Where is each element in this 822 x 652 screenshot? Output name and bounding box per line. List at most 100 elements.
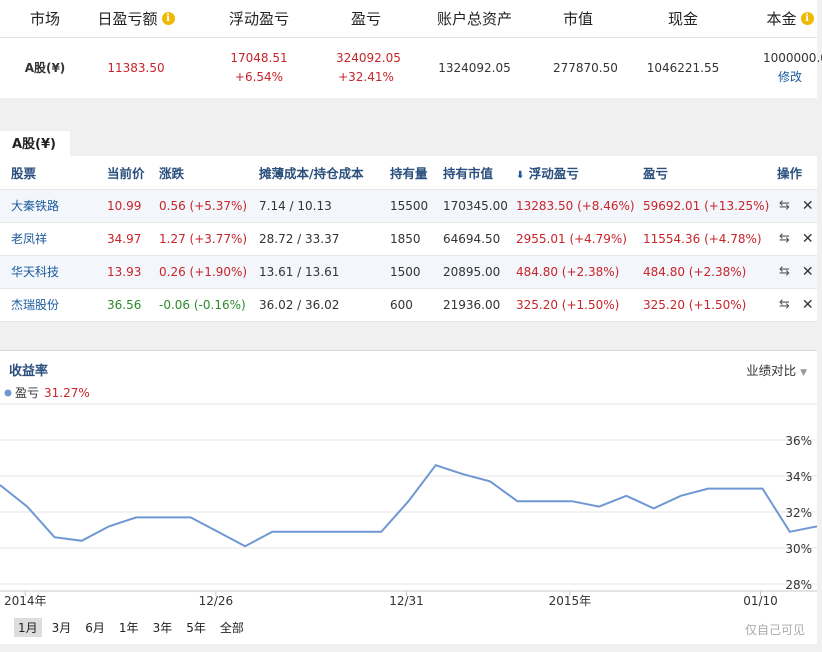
daily-pl-value: 11383.50 [107,60,165,75]
y-tick-label: 34% [785,470,812,484]
header-cash: 现金 [603,8,763,29]
qty-cell: 1500 [379,255,432,289]
summary-value-row: A股(¥) 11383.50 17048.51 +6.54% 324092.05… [0,38,822,98]
info-icon[interactable]: i [161,12,175,25]
qty-cell: 15500 [379,189,432,223]
value-cell: 20895.00 [432,255,505,289]
col-float-pl-label: 浮动盈亏 [528,165,579,181]
stock-name-cell[interactable]: 杰瑞股份 [0,288,96,322]
table-row[interactable]: 杰瑞股份 36.56 -0.06 (-0.16%) 36.02 / 36.02 600 2… [0,288,817,322]
transfer-icon[interactable]: ⇆ [779,264,790,279]
x-tick-label: 12/31 [389,594,424,608]
compare-label: 业绩对比 [746,363,797,378]
stock-name-cell[interactable]: 华天科技 [0,255,96,289]
close-icon[interactable]: ✕ [801,197,814,214]
header-float-pl-label: 浮动盈亏 [228,10,289,28]
y-tick-label: 30% [785,542,812,556]
col-change[interactable]: 涨跌 [148,156,248,190]
range-selector: 1月 3月 6月 1年 3年 5年 全部 [14,618,248,637]
stock-name-cell[interactable]: 大秦铁路 [0,189,96,223]
ops-group: ⇆ ✕ [777,231,817,247]
market-value-amount: 277870.50 [553,60,618,75]
float-pl-cell: 484.80 (+2.38%) [505,255,632,289]
range-button[interactable]: 6月 [85,621,105,635]
privacy-label: 仅自己可见 [744,623,805,637]
pl-cell: 11554.36 (+4.78%) [632,222,766,256]
total-pl-pct: +32.41% [338,70,394,84]
cash-value: 1046221.55 [646,60,720,75]
value-cell: 170345.00 [432,189,508,223]
return-chart: 盈亏 31.27% 28% 30% 32% 34% 36% 2014年 12/26 12/31 20… [0,386,817,608]
header-daily-pl: 日盈亏额 i [90,8,182,29]
price-cell: 13.93 [96,255,148,289]
table-row[interactable]: 大秦铁路 10.99 0.56 (+5.37%) 7.14 / 10.13 15500 1… [0,189,817,223]
range-button[interactable]: 3年 [152,621,173,635]
holdings-table-panel: 股票 当前价 涨跌 摊薄成本/持仓成本 持有量 持有市值 ⬇ 浮动盈亏 盈亏 操… [0,156,817,322]
change-cell: 0.26 (+1.90%) [148,255,248,289]
col-stock[interactable]: 股票 [0,156,96,190]
stock-name-cell[interactable]: 老凤祥 [0,222,96,256]
change-cell: -0.06 (-0.16%) [148,288,248,322]
col-price[interactable]: 当前价 [96,156,148,190]
cost-cell: 7.14 / 10.13 [248,189,379,223]
ops-cell: ⇆ ✕ [766,189,817,223]
col-float-pl[interactable]: ⬇ 浮动盈亏 [505,156,632,190]
x-tick-label: 01/10 [743,594,778,608]
range-button[interactable]: 全部 [219,621,244,635]
table-row[interactable]: 老凤祥 34.97 1.27 (+3.77%) 28.72 / 33.37 1850 64… [0,222,817,256]
pl-cell: 484.80 (+2.38%) [632,255,766,289]
edit-principal-link[interactable]: 修改 [777,70,802,84]
float-pl-cell: 17048.51 +6.54% [182,49,336,87]
header-total-pl-label: 盈亏 [350,10,381,28]
total-pl-cell: 324092.05 +32.41% [336,49,401,87]
return-chart-panel: 盈亏 31.27% 28% 30% 32% 34% 36% 2014年 12/26 12/31 20… [0,350,817,644]
cost-cell: 13.61 / 13.61 [248,255,379,289]
holdings-header-row: 股票 当前价 涨跌 摊薄成本/持仓成本 持有量 持有市值 ⬇ 浮动盈亏 盈亏 操… [0,156,817,190]
transfer-icon[interactable]: ⇆ [779,231,790,246]
header-principal: 本金 i [763,8,817,29]
y-tick-label: 32% [785,506,812,520]
range-button[interactable]: 3月 [51,621,72,635]
col-pl[interactable]: 盈亏 [632,156,766,190]
pl-cell: 59692.01 (+13.25%) [632,189,769,223]
change-cell: 1.27 (+3.77%) [148,222,248,256]
header-market-value-label: 市值 [562,10,593,28]
header-market-value: 市值 [553,8,603,29]
close-icon[interactable]: ✕ [801,230,814,247]
market-value: A股(¥) [24,60,66,75]
info-icon[interactable]: i [800,12,814,25]
qty-cell: 1850 [379,222,432,256]
col-qty[interactable]: 持有量 [379,156,432,190]
ops-cell: ⇆ ✕ [766,255,817,289]
change-cell: 0.56 (+5.37%) [148,189,248,223]
ops-cell: ⇆ ✕ [766,288,817,322]
sort-down-icon: ⬇ [516,169,525,181]
header-total-assets: 账户总资产 [396,8,553,29]
close-icon[interactable]: ✕ [801,263,814,280]
summary-header-row: 市场 日盈亏额 i 浮动盈亏 盈亏 账户总资产 市值 现金 本金 i [0,0,817,38]
compare-dropdown[interactable]: 业绩对比 ▼ [746,360,807,379]
col-value[interactable]: 持有市值 [432,156,505,190]
x-tick-label: 2014年 [4,594,47,608]
col-ops: 操作 [766,156,817,190]
y-tick-label: 28% [785,578,812,592]
ops-group: ⇆ ✕ [777,198,817,214]
range-button[interactable]: 5年 [186,621,206,635]
x-tick-label: 2015年 [549,594,592,608]
header-float-pl: 浮动盈亏 [182,8,336,29]
float-pl-cell: 325.20 (+1.50%) [505,288,632,322]
legend-label[interactable]: 盈亏 [15,386,39,400]
transfer-icon[interactable]: ⇆ [779,297,790,312]
total-pl-value: 324092.05 [336,51,401,65]
header-principal-label: 本金 [766,10,797,28]
principal-cell: 1000000.00 修改 [763,49,822,87]
range-button[interactable]: 1月 [14,618,42,637]
transfer-icon[interactable]: ⇆ [779,198,790,213]
col-cost[interactable]: 摊薄成本/持仓成本 [248,156,379,190]
close-icon[interactable]: ✕ [801,296,814,313]
tab-a-shares[interactable]: A股(¥) [0,131,70,158]
price-cell: 34.97 [96,222,148,256]
table-row[interactable]: 华天科技 13.93 0.26 (+1.90%) 13.61 / 13.61 1500 2… [0,255,817,289]
range-button[interactable]: 1年 [118,621,139,635]
value-cell: 21936.00 [432,288,505,322]
